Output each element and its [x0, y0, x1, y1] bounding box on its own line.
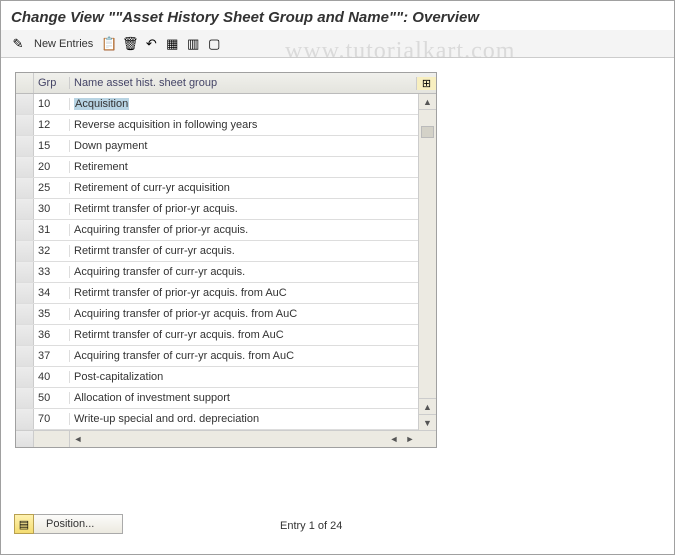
cell-name[interactable]: Acquiring transfer of curr-yr acquis. [70, 266, 418, 278]
cell-grp[interactable]: 32 [34, 245, 70, 257]
page-title: Change View ""Asset History Sheet Group … [1, 1, 674, 30]
cell-name[interactable]: Retirmt transfer of curr-yr acquis. [70, 245, 418, 257]
cell-name[interactable]: Write-up special and ord. depreciation [70, 413, 418, 425]
position-button[interactable]: Position... [34, 514, 123, 534]
cell-name[interactable]: Acquiring transfer of prior-yr acquis. [70, 224, 418, 236]
table-row[interactable]: 25Retirement of curr-yr acquisition [16, 178, 418, 199]
cell-name[interactable]: Retirement of curr-yr acquisition [70, 182, 418, 194]
position-icon[interactable]: ▤ [14, 514, 34, 534]
table-row[interactable]: 70Write-up special and ord. depreciation [16, 409, 418, 430]
row-selector[interactable] [16, 241, 34, 261]
cell-name[interactable]: Retirmt transfer of curr-yr acquis. from… [70, 329, 418, 341]
cell-grp[interactable]: 10 [34, 98, 70, 110]
change-icon[interactable]: ✎ [9, 35, 27, 53]
row-selector[interactable] [16, 388, 34, 408]
delete-icon[interactable]: 🗑 [121, 35, 139, 53]
select-all-icon[interactable]: ▦ [163, 35, 181, 53]
row-selector[interactable] [16, 115, 34, 135]
scroll-thumb[interactable] [421, 126, 434, 138]
undo-icon[interactable]: ↶ [142, 35, 160, 53]
row-selector[interactable] [16, 220, 34, 240]
cell-grp[interactable]: 70 [34, 413, 70, 425]
cell-name[interactable]: Acquiring transfer of prior-yr acquis. f… [70, 308, 418, 320]
table-row[interactable]: 12Reverse acquisition in following years [16, 115, 418, 136]
cell-name[interactable]: Retirmt transfer of prior-yr acquis. [70, 203, 418, 215]
toolbar: ✎ New Entries 📋 🗑 ↶ ▦ ▥ ▢ [1, 30, 674, 58]
cell-grp[interactable]: 15 [34, 140, 70, 152]
cell-grp[interactable]: 36 [34, 329, 70, 341]
table-row[interactable]: 37Acquiring transfer of curr-yr acquis. … [16, 346, 418, 367]
select-block-icon[interactable]: ▥ [184, 35, 202, 53]
table-row[interactable]: 32Retirmt transfer of curr-yr acquis. [16, 241, 418, 262]
deselect-all-icon[interactable]: ▢ [205, 35, 223, 53]
cell-grp[interactable]: 12 [34, 119, 70, 131]
column-header-grp[interactable]: Grp [34, 77, 70, 89]
row-selector[interactable] [16, 346, 34, 366]
new-entries-button[interactable]: New Entries [30, 38, 97, 50]
copy-icon[interactable]: 📋 [100, 35, 118, 53]
table-settings-icon[interactable]: ⊞ [416, 77, 436, 90]
row-selector[interactable] [16, 262, 34, 282]
cell-grp[interactable]: 20 [34, 161, 70, 173]
cell-grp[interactable]: 50 [34, 392, 70, 404]
cell-name[interactable]: Acquiring transfer of curr-yr acquis. fr… [70, 350, 418, 362]
table-row[interactable]: 30Retirmt transfer of prior-yr acquis. [16, 199, 418, 220]
cell-grp[interactable]: 35 [34, 308, 70, 320]
table-header: Grp Name asset hist. sheet group ⊞ [16, 73, 436, 94]
cell-grp[interactable]: 30 [34, 203, 70, 215]
row-selector[interactable] [16, 367, 34, 387]
row-selector[interactable] [16, 157, 34, 177]
horizontal-scrollbar[interactable]: ◄ ◄ ► [16, 430, 436, 447]
table-row[interactable]: 20Retirement [16, 157, 418, 178]
cell-grp[interactable]: 37 [34, 350, 70, 362]
cell-name[interactable]: Down payment [70, 140, 418, 152]
cell-grp[interactable]: 33 [34, 266, 70, 278]
table-row[interactable]: 33Acquiring transfer of curr-yr acquis. [16, 262, 418, 283]
cell-name[interactable]: Retirement [70, 161, 418, 173]
cell-name[interactable]: Post-capitalization [70, 371, 418, 383]
cell-grp[interactable]: 40 [34, 371, 70, 383]
table-row[interactable]: 15Down payment [16, 136, 418, 157]
cell-grp[interactable]: 34 [34, 287, 70, 299]
cell-grp[interactable]: 25 [34, 182, 70, 194]
scroll-down-icon[interactable]: ▲ [419, 398, 436, 414]
table-row[interactable]: 50Allocation of investment support [16, 388, 418, 409]
table-row[interactable]: 10Acquisition [16, 94, 418, 115]
table-row[interactable]: 31Acquiring transfer of prior-yr acquis. [16, 220, 418, 241]
column-header-name[interactable]: Name asset hist. sheet group [70, 77, 416, 89]
vertical-scrollbar[interactable]: ▲ ▲ ▼ [418, 94, 436, 430]
scroll-right2-icon[interactable]: ► [402, 434, 418, 444]
cell-grp[interactable]: 31 [34, 224, 70, 236]
scroll-left-icon[interactable]: ◄ [70, 434, 86, 444]
row-selector[interactable] [16, 409, 34, 429]
cell-name[interactable]: Reverse acquisition in following years [70, 119, 418, 131]
scroll-down2-icon[interactable]: ▼ [419, 414, 436, 430]
cell-name[interactable]: Acquisition [70, 98, 418, 110]
table-row[interactable]: 35Acquiring transfer of prior-yr acquis.… [16, 304, 418, 325]
scroll-right-icon[interactable]: ◄ [386, 434, 402, 444]
row-selector[interactable] [16, 178, 34, 198]
row-selector[interactable] [16, 94, 34, 114]
table-row[interactable]: 36Retirmt transfer of curr-yr acquis. fr… [16, 325, 418, 346]
row-selector[interactable] [16, 325, 34, 345]
row-selector[interactable] [16, 136, 34, 156]
select-all-column[interactable] [16, 73, 34, 93]
cell-name[interactable]: Allocation of investment support [70, 392, 418, 404]
row-selector[interactable] [16, 199, 34, 219]
cell-name[interactable]: Retirmt transfer of prior-yr acquis. fro… [70, 287, 418, 299]
table-row[interactable]: 34Retirmt transfer of prior-yr acquis. f… [16, 283, 418, 304]
data-table: Grp Name asset hist. sheet group ⊞ 10Acq… [15, 72, 437, 448]
entry-counter: Entry 1 of 24 [280, 520, 342, 532]
scroll-up-icon[interactable]: ▲ [419, 94, 436, 110]
table-row[interactable]: 40Post-capitalization [16, 367, 418, 388]
row-selector[interactable] [16, 283, 34, 303]
row-selector[interactable] [16, 304, 34, 324]
